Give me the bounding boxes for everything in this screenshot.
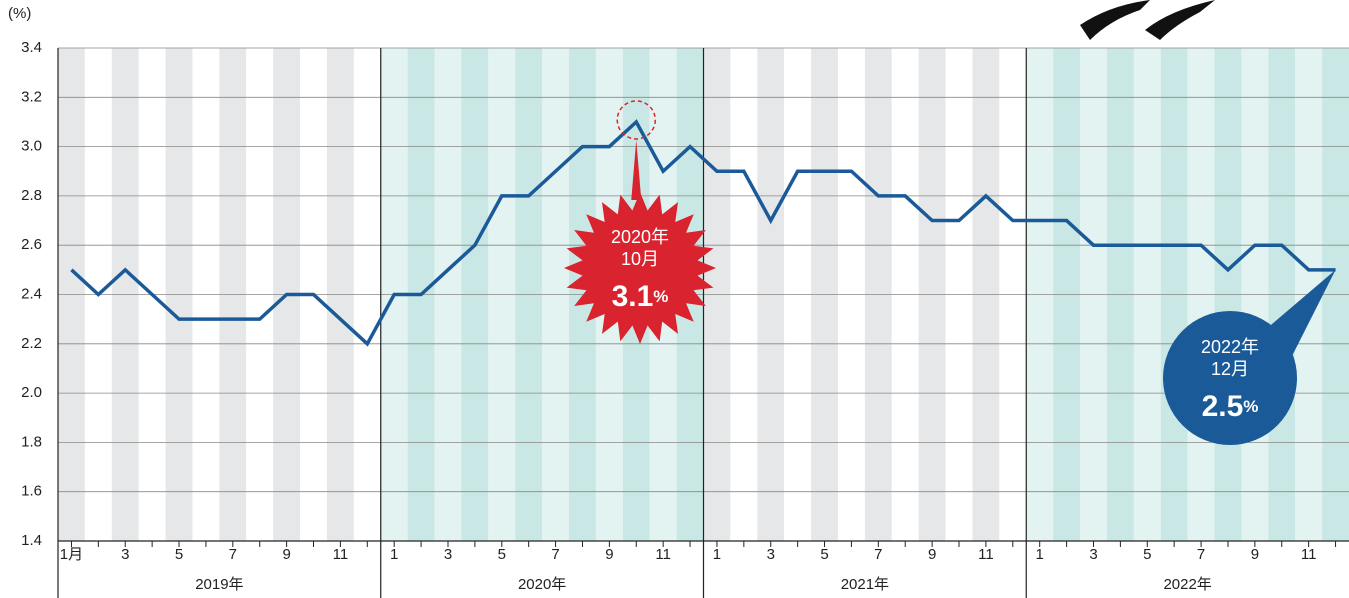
y-tick-label: 2.0 xyxy=(21,384,42,401)
year-label: 2020年 xyxy=(518,576,566,593)
x-tick-label: 11 xyxy=(655,546,671,563)
y-tick-label: 1.6 xyxy=(21,483,42,500)
y-tick-label: 1.8 xyxy=(21,433,42,450)
x-tick-label: 5 xyxy=(175,546,183,563)
bubble xyxy=(1163,311,1297,445)
y-tick-label: 3.4 xyxy=(21,39,42,56)
x-tick-label: 7 xyxy=(229,546,237,563)
pointer xyxy=(631,139,642,200)
x-tick-label: 7 xyxy=(1197,546,1205,563)
y-tick-label: 2.4 xyxy=(21,285,42,302)
y-tick-label: 2.2 xyxy=(21,335,42,352)
annotation-text: 2020年 xyxy=(611,227,669,247)
year-label: 2019年 xyxy=(195,576,243,593)
annotation-unit: % xyxy=(1243,397,1258,416)
y-tick-label: 2.6 xyxy=(21,236,42,253)
x-tick-label: 3 xyxy=(767,546,775,563)
x-tick-label: 11 xyxy=(978,546,994,563)
x-tick-label: 1 xyxy=(713,546,721,563)
x-tick-label: 9 xyxy=(1251,546,1259,563)
x-tick-label: 1月 xyxy=(60,546,83,563)
y-tick-label: 2.8 xyxy=(21,187,42,204)
x-tick-label: 3 xyxy=(444,546,452,563)
y-tick-label: 3.2 xyxy=(21,88,42,105)
x-tick-label: 9 xyxy=(605,546,613,563)
y-tick-label: 3.0 xyxy=(21,138,42,155)
x-tick-label: 1 xyxy=(1036,546,1044,563)
highlight-ring xyxy=(616,100,657,140)
annotation-value: 3.1% xyxy=(612,280,669,313)
year-label: 2021年 xyxy=(841,576,889,593)
starburst xyxy=(564,192,716,344)
x-tick-label: 9 xyxy=(928,546,936,563)
x-tick-label: 11 xyxy=(1301,546,1317,563)
x-tick-label: 5 xyxy=(820,546,828,563)
series-line xyxy=(70,119,1336,347)
annotation-unit: % xyxy=(653,287,668,306)
decoration xyxy=(1080,0,1215,40)
annotation-text: 12月 xyxy=(1211,359,1249,379)
annotation-text: 2022年 xyxy=(1201,337,1259,357)
y-axis-unit: (%) xyxy=(8,5,31,22)
x-tick-label: 1 xyxy=(390,546,398,563)
x-tick-label: 3 xyxy=(121,546,129,563)
x-tick-label: 11 xyxy=(333,546,349,563)
annotation-value: 2.5% xyxy=(1202,390,1259,423)
annotation-text: 10月 xyxy=(621,249,659,269)
annotation-number: 2.5 xyxy=(1202,390,1244,423)
x-tick-label: 9 xyxy=(282,546,290,563)
annotation-number: 3.1 xyxy=(612,280,654,313)
x-tick-label: 5 xyxy=(498,546,506,563)
x-tick-label: 7 xyxy=(551,546,559,563)
x-tick-label: 7 xyxy=(874,546,882,563)
x-tick-label: 3 xyxy=(1089,546,1097,563)
year-label: 2022年 xyxy=(1163,576,1211,593)
x-tick-label: 5 xyxy=(1143,546,1151,563)
y-tick-label: 1.4 xyxy=(21,532,42,549)
